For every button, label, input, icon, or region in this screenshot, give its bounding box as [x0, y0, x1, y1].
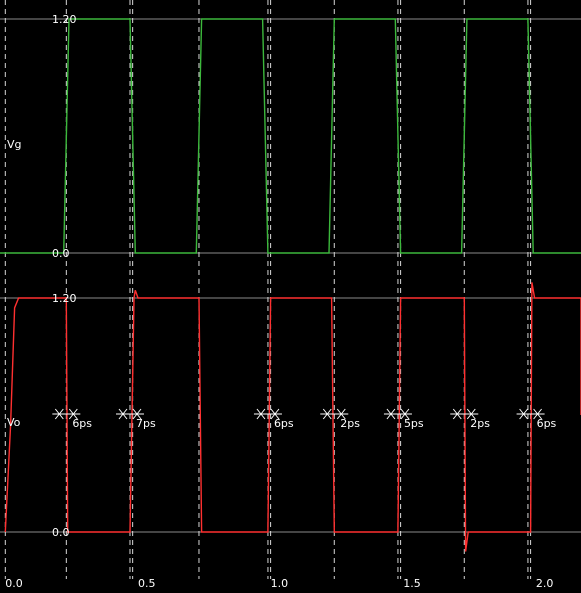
delay-cross [54, 408, 64, 420]
x-tick-label: 2.0 [536, 577, 554, 590]
trace-vo [4, 282, 581, 552]
delay-cross [132, 408, 142, 420]
delay-cross [519, 408, 528, 420]
delay-cross [400, 408, 410, 420]
delay-label: 5ps [404, 417, 424, 430]
delay-cross [386, 408, 396, 420]
y-tick-label: 1.20 [52, 292, 77, 305]
y-tick-label: 0.0 [52, 526, 70, 539]
delay-cross [452, 408, 462, 420]
delay-marker: 5ps [383, 408, 424, 430]
delay-cross [336, 408, 346, 420]
delay-marker: 2ps [450, 408, 490, 430]
reference-lines [0, 18, 581, 533]
trace-vg [0, 18, 581, 254]
delay-label: 7ps [136, 417, 156, 430]
delay-cross [533, 408, 542, 420]
delay-label: 2ps [470, 417, 490, 430]
axis-labels: 1.20 0.0 Vg 1.20 0.0 Vo 0.0 0.5 1.0 1.5 2.0 [5, 13, 553, 590]
delay-cross [68, 408, 78, 420]
delay-label: 6ps [72, 417, 92, 430]
delay-cross [466, 408, 476, 420]
delay-cross [270, 408, 280, 420]
delay-cross [322, 408, 332, 420]
delay-marker: 6ps [253, 408, 294, 430]
delay-label: 2ps [340, 417, 360, 430]
delay-marker: 2ps [320, 408, 360, 430]
delay-cross [256, 408, 266, 420]
delay-marker: 6ps [516, 408, 557, 430]
y-tick-label: 0.0 [52, 247, 70, 260]
x-tick-label: 0.0 [5, 577, 23, 590]
x-tick-label: 0.5 [138, 577, 156, 590]
x-tick-label: 1.5 [403, 577, 421, 590]
signal-name-vg: Vg [7, 138, 22, 151]
y-tick-label: 1.20 [52, 13, 77, 26]
delay-cross [118, 408, 128, 420]
delay-marker: 6ps [52, 408, 92, 430]
delay-marker: 7ps [115, 408, 156, 430]
delay-label: 6ps [537, 417, 557, 430]
x-tick-label: 1.0 [271, 577, 289, 590]
signal-traces [0, 18, 581, 552]
delay-label: 6ps [274, 417, 294, 430]
delay-annotations: 6ps 7ps 6ps 2ps 5ps 2ps 6ps [52, 408, 557, 430]
signal-name-vo: Vo [7, 416, 21, 429]
time-cursors[interactable] [4, 0, 532, 579]
